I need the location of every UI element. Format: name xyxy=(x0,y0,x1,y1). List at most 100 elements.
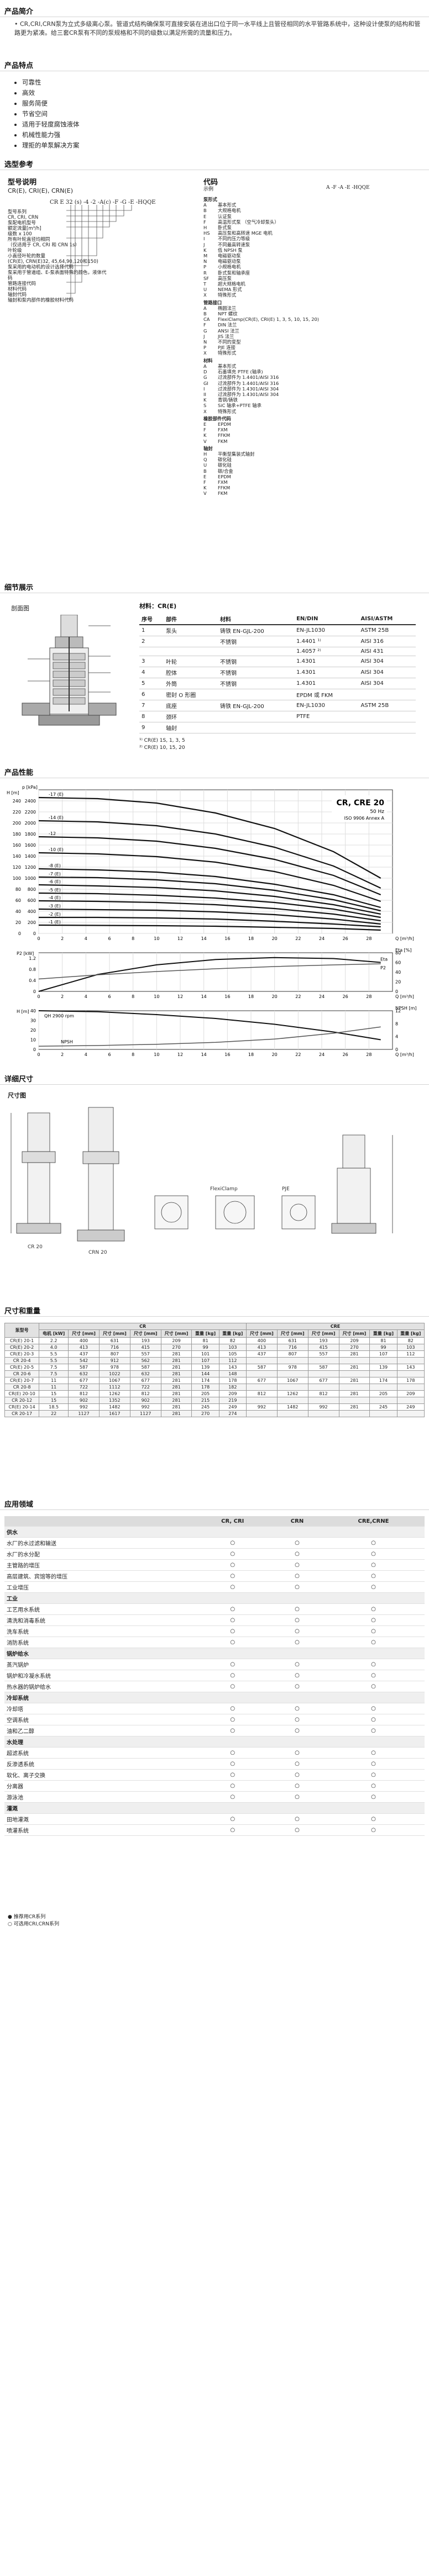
code-key: P xyxy=(203,345,207,351)
x-tick-label: 4 xyxy=(85,1052,87,1057)
y-tick-label: 0 xyxy=(33,931,36,936)
applications-cell: ○ xyxy=(272,1747,322,1759)
applications-cell: ○ xyxy=(272,1548,322,1560)
size-table-cell: 1112 xyxy=(98,1384,130,1391)
materials-cell: 叶轮 xyxy=(164,656,218,667)
code-row: P PJE 连接 xyxy=(203,345,419,350)
y-tick-label: 0 xyxy=(33,989,36,994)
code-key: SF xyxy=(203,275,210,281)
materials-cell: ASTM 25B xyxy=(358,625,416,636)
size-table-cell: 107 xyxy=(191,1357,219,1364)
size-table-cell: 103 xyxy=(396,1344,425,1351)
size-table-cell: 631 xyxy=(276,1337,308,1344)
size-table-cell: 139 xyxy=(369,1364,397,1371)
size-table-cell: 281 xyxy=(338,1390,370,1397)
x-tick-label: 22 xyxy=(295,994,301,999)
code-row: N 不同的变型 xyxy=(203,339,419,345)
materials-cell: AISI 304 xyxy=(358,678,416,689)
materials-cell: EPDM 或 FKM xyxy=(294,689,359,700)
feature-list: 可靠性高效服务简便节省空间适用于轻度腐蚀液体机械性能力强理拒的单泵解决方案 xyxy=(14,77,80,151)
size-table-cell: 1127 xyxy=(129,1410,161,1417)
size-table-cell: 281 xyxy=(160,1403,192,1411)
x-tick-label: 8 xyxy=(132,936,134,941)
size-table-cell xyxy=(246,1410,278,1417)
code-key: F xyxy=(203,479,206,485)
materials-row: 3 叶轮 不锈钢 1.4301 AISI 304 xyxy=(139,656,416,667)
applications-category: 灌溉 xyxy=(4,1802,425,1814)
applications-row: 热水器的锅炉给水 ○ ○ ○ xyxy=(4,1681,425,1692)
code-key: K xyxy=(203,432,207,439)
size-table-row: CR(E) 20-10 15 812 1262 812 281 205 209 812 1262 8… xyxy=(4,1390,425,1397)
size-table-cell: 178 xyxy=(218,1377,247,1384)
y2-tick-label: 20 xyxy=(395,980,401,985)
series-line xyxy=(38,836,381,896)
applications-cell: ○ xyxy=(322,1670,425,1681)
size-table-cell: 281 xyxy=(160,1377,192,1384)
code-row: K FFKM xyxy=(203,432,419,438)
code-desc: FFKM xyxy=(218,432,231,439)
size-table-cell xyxy=(246,1357,278,1364)
model-code-labels: 型号系列 CR, CRI, CRN 泵配电机型号 额定流量[m³/h] 级数 x 100… xyxy=(8,209,107,303)
code-row: F DIN 法兰 xyxy=(203,322,419,328)
size-table-cell xyxy=(276,1384,308,1391)
y-tick-label: 2000 xyxy=(25,821,36,826)
code-row: G ANSI 法兰 xyxy=(203,328,419,334)
applications-cell: 田地灌溉 xyxy=(4,1813,193,1825)
series-line xyxy=(38,884,381,915)
code-key: G xyxy=(203,328,207,334)
x-tick-label: 26 xyxy=(343,994,348,999)
feature-item: 服务简便 xyxy=(22,98,80,109)
y2-tick-label: 0 xyxy=(395,989,398,994)
feature-item: 可靠性 xyxy=(22,77,80,88)
x-tick-label: 26 xyxy=(343,1052,348,1057)
size-table-cell xyxy=(369,1384,397,1391)
y2-axis-label: H [m] xyxy=(7,790,19,795)
dimension-drawings: CR 20 CRN 20 FlexiClamp PJE xyxy=(11,1107,393,1255)
size-table-cell: 400 xyxy=(68,1337,100,1344)
materials-cell xyxy=(358,689,416,700)
code-row: N 电磁驱动泵 xyxy=(203,258,419,264)
size-table-row: CR(E) 20-3 5.5 437 807 557 281 101 105 437 807 557… xyxy=(4,1350,425,1358)
code-desc: 低 NPSH 泵 xyxy=(218,247,243,253)
applications-cell: 空调系统 xyxy=(4,1714,193,1725)
applications-category-row: 锅炉给水 xyxy=(4,1648,425,1659)
size-table-cell: 902 xyxy=(129,1397,161,1404)
y-tick-label: 1600 xyxy=(25,843,36,848)
feature-item: 节省空间 xyxy=(22,109,80,119)
size-table-row: CR(E) 20-14 18.5 992 1482 992 281 245 249 992 148… xyxy=(4,1403,425,1411)
size-table-cell: 1067 xyxy=(98,1377,130,1384)
size-table-cell: 812 xyxy=(68,1390,100,1397)
series-label: -8 (E) xyxy=(49,863,61,868)
code-desc: 小规格电机 xyxy=(218,264,241,270)
size-table-cell: 82 xyxy=(218,1337,247,1344)
size-table-cell: 677 xyxy=(307,1377,339,1384)
code-desc: 卧式泵和轴承座 xyxy=(218,270,250,276)
applications-cell: 蒸汽锅炉 xyxy=(4,1659,193,1670)
x-tick-label: 16 xyxy=(224,994,230,999)
series-label: -10 (E) xyxy=(49,847,64,852)
materials-cell: 轴封 xyxy=(164,722,218,733)
code-key: P xyxy=(203,264,207,270)
y-tick-label: 1400 xyxy=(25,854,36,859)
code-row: H 卧式泵 xyxy=(203,225,419,230)
applications-cell: ○ xyxy=(193,1625,273,1637)
code-key: K xyxy=(203,247,207,253)
code-row: I 不同的压力等级 xyxy=(203,236,419,241)
code-desc: 过流部件为 1.4301/AISI 304 xyxy=(218,391,279,397)
applications-category-row: 灌溉 xyxy=(4,1802,425,1814)
applications-category: 水处理 xyxy=(4,1736,425,1748)
applications-category: 冷却系统 xyxy=(4,1692,425,1703)
code-key: X xyxy=(203,350,207,356)
series-line xyxy=(38,900,381,922)
code-desc: EPDM xyxy=(218,473,231,479)
size-table-cell: CR(E) 20-3 xyxy=(4,1350,40,1358)
size-table-cell: CR 20-17 xyxy=(4,1410,40,1417)
code-desc: 高压泵 xyxy=(218,275,232,281)
size-table-cell: 281 xyxy=(160,1390,192,1397)
y-tick-label: 30 xyxy=(30,1018,36,1023)
size-table-cell: 722 xyxy=(68,1384,100,1391)
applications-cell: ○ xyxy=(322,1537,425,1549)
code-row: X 特殊形式 xyxy=(203,409,419,414)
size-table-cell: 15 xyxy=(39,1397,69,1404)
size-table-cell: 193 xyxy=(129,1337,161,1344)
